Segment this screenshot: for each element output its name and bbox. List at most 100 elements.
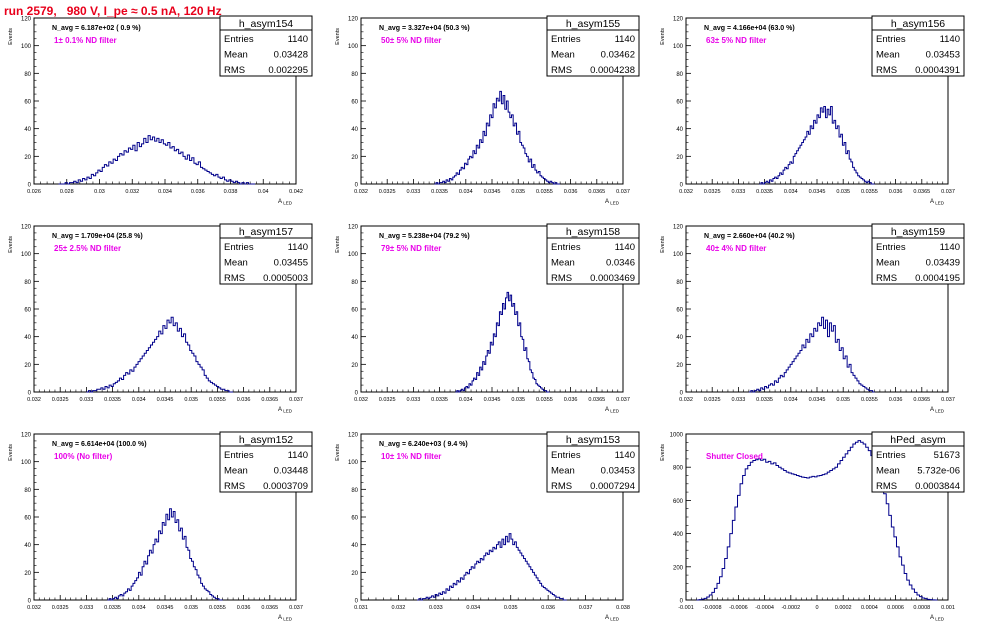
x-tick-label: 0.033 (407, 397, 421, 403)
x-tick-label: 0.032 (125, 189, 139, 195)
x-tick-label: 0.036 (237, 397, 251, 403)
stats-value: 5.732e-06 (917, 466, 960, 477)
x-tick-label: 0.042 (289, 189, 303, 195)
x-tick-label: -0.0008 (703, 605, 722, 611)
y-tick-label: 60 (676, 308, 683, 314)
stats-value: 0.0004238 (590, 65, 635, 76)
stats-label: Entries (551, 34, 581, 45)
histogram-name: h_asym152 (239, 434, 293, 446)
y-tick-label: 120 (348, 225, 359, 231)
y-tick-label: 20 (351, 155, 358, 161)
histogram-name: h_asym156 (891, 18, 945, 30)
y-tick-label: 80 (351, 280, 358, 286)
y-tick-label: 60 (351, 516, 358, 522)
stats-value: 0.0004391 (915, 65, 960, 76)
histogram-name: h_asym153 (566, 434, 620, 446)
y-axis-label: Events (335, 28, 341, 45)
stats-value: 0.0003469 (590, 273, 635, 284)
x-tick-label: 0.0335 (104, 605, 121, 611)
y-axis-label: Events (660, 236, 666, 253)
x-tick-label: 0.0365 (913, 189, 930, 195)
x-tick-label: 0.036 (237, 605, 251, 611)
x-tick-label: 0.0335 (756, 189, 773, 195)
stats-value: 1140 (940, 242, 960, 253)
x-tick-label: 0.0345 (809, 397, 826, 403)
stats-label: RMS (224, 481, 245, 492)
histogram-line (759, 106, 875, 185)
x-tick-label: 0.0355 (861, 397, 878, 403)
y-tick-label: 100 (673, 252, 684, 258)
x-tick-label: 0.033 (429, 605, 443, 611)
x-tick-label: 0.033 (732, 189, 746, 195)
navg-label: N_avg = 6.614e+04 (100.0 %) (52, 441, 147, 448)
y-tick-label: 0 (355, 599, 359, 605)
y-tick-label: 60 (351, 100, 358, 106)
x-tick-label: -0.0004 (755, 605, 774, 611)
x-axis-label: A LED (930, 615, 945, 622)
x-tick-label: 0.0325 (704, 189, 721, 195)
x-tick-label: 0.0345 (157, 397, 174, 403)
stats-label: Mean (551, 50, 575, 61)
y-tick-label: 60 (24, 308, 31, 314)
stats-label: Mean (876, 466, 900, 477)
x-tick-label: 0.036 (541, 605, 555, 611)
x-tick-label: 0.0365 (261, 397, 278, 403)
x-tick-label: 0.035 (836, 189, 850, 195)
y-tick-label: 20 (24, 363, 31, 369)
x-tick-label: 0.037 (289, 397, 303, 403)
navg-label: N_avg = 4.166e+04 (63.0 %) (704, 25, 795, 32)
stats-value: 1140 (615, 34, 635, 45)
y-tick-label: 40 (676, 335, 683, 341)
stats-box (546, 15, 640, 77)
x-tick-label: 0.0365 (913, 397, 930, 403)
stats-label: Mean (876, 50, 900, 61)
filter-note: 40± 4% ND filter (706, 244, 766, 253)
navg-label: N_avg = 2.660e+04 (40.2 %) (704, 233, 795, 240)
y-tick-label: 80 (676, 72, 683, 78)
stats-label: RMS (876, 481, 897, 492)
x-tick-label: 0.0335 (104, 397, 121, 403)
stats-value: 0.03428 (274, 50, 308, 61)
stats-value: 0.0007294 (590, 481, 635, 492)
histogram-name: h_asym158 (566, 226, 620, 238)
x-tick-label: 0.032 (392, 605, 406, 611)
stats-value: 0.0005003 (263, 273, 308, 284)
stats-label: Mean (224, 258, 248, 269)
stats-label: Entries (224, 34, 254, 45)
histogram-panel-h_asym157: 0 20 40 60 80 100 120 0.032 0.0325 0.033 0.0335 0.0… (8, 223, 313, 414)
histogram-panel-h_asym156: 0 20 40 60 80 100 120 0.032 0.0325 0.033 0.0335 0.0… (660, 15, 965, 206)
y-axis-label: Events (660, 444, 666, 461)
y-tick-label: 100 (348, 460, 359, 466)
y-tick-label: 40 (24, 335, 31, 341)
stats-value: 51673 (934, 450, 960, 461)
x-tick-label: 0.032 (27, 397, 41, 403)
stats-value: 0.0003709 (263, 481, 308, 492)
x-tick-label: 0.0345 (484, 189, 501, 195)
y-axis-label: Events (8, 28, 14, 45)
y-tick-label: 100 (21, 44, 32, 50)
filter-note: 10± 1% ND filter (381, 452, 441, 461)
stats-box (546, 223, 640, 285)
y-tick-label: 120 (673, 17, 684, 23)
x-tick-label: 0.0365 (588, 397, 605, 403)
x-tick-label: 0.032 (679, 397, 693, 403)
stats-box (219, 15, 313, 77)
x-tick-label: 0.037 (616, 189, 630, 195)
x-tick-label: 0.037 (616, 397, 630, 403)
x-tick-label: 0.0365 (588, 189, 605, 195)
x-tick-label: 0 (815, 605, 818, 611)
y-tick-label: 100 (348, 252, 359, 258)
stats-value: 1140 (288, 34, 308, 45)
x-tick-label: 0.032 (354, 189, 368, 195)
stats-value: 1140 (940, 34, 960, 45)
x-tick-label: 0.032 (27, 605, 41, 611)
filter-note: 79± 5% ND filter (381, 244, 441, 253)
x-tick-label: 0.034 (466, 605, 480, 611)
y-tick-label: 200 (673, 565, 684, 571)
histogram-name: h_asym159 (891, 226, 945, 238)
x-tick-label: 0.0365 (261, 605, 278, 611)
histogram-line (107, 508, 223, 601)
y-tick-label: 40 (24, 127, 31, 133)
x-tick-label: 0.04 (258, 189, 269, 195)
stats-value: 0.002295 (268, 65, 308, 76)
